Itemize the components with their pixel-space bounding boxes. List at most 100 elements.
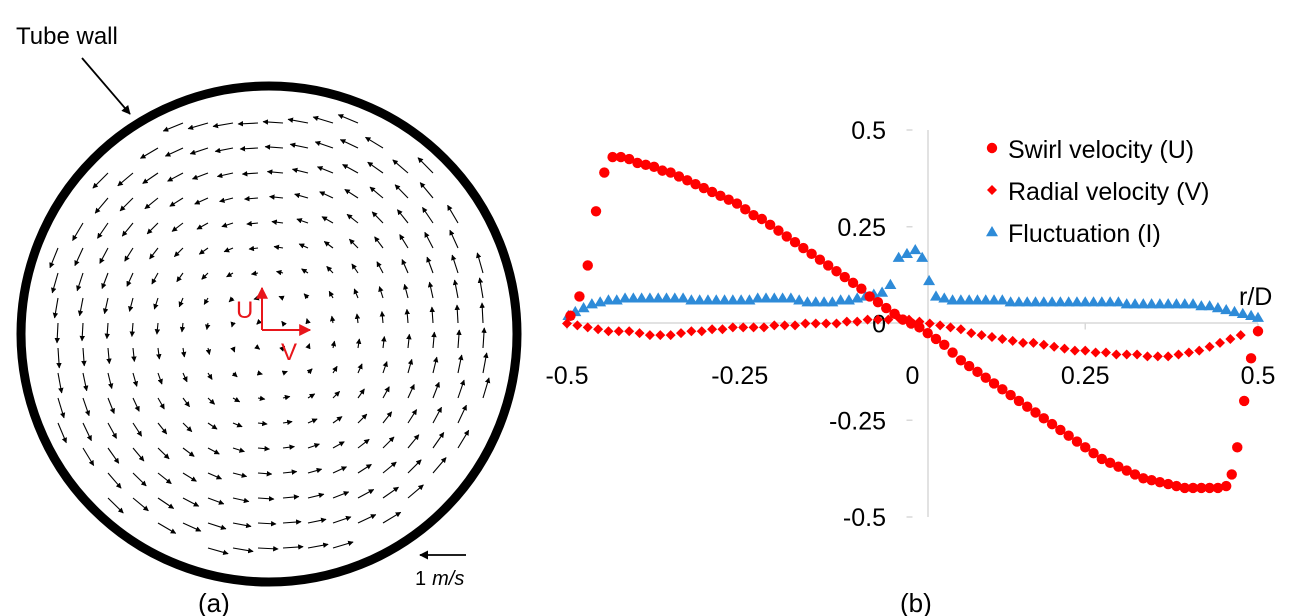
data-point [1029, 296, 1042, 307]
velocity-vector [76, 272, 84, 292]
data-point [996, 294, 1009, 305]
velocity-vector [107, 422, 117, 439]
series-circle [565, 151, 1264, 494]
data-point [1173, 349, 1184, 360]
velocity-vector [232, 396, 241, 403]
velocity-vector [171, 222, 184, 232]
data-point [1204, 341, 1215, 352]
velocity-vector [157, 422, 168, 435]
data-point [1232, 442, 1243, 453]
velocity-vector [403, 283, 409, 299]
chart-b: -0.5 -0.25 0 0.25 0.5 0.5 0.25 0 -0.25 -0.5 r/D S… [545, 117, 1275, 532]
velocity-vector [382, 361, 388, 374]
velocity-vector [374, 236, 384, 249]
x-tick-label: -0.5 [545, 362, 588, 390]
velocity-vector [376, 261, 384, 274]
velocity-vector [382, 411, 393, 424]
velocity-vector [207, 522, 227, 530]
velocity-vector [351, 263, 359, 274]
velocity-vector [142, 172, 159, 184]
velocity-vector [281, 320, 287, 327]
data-point [1038, 339, 1049, 350]
data-point [565, 310, 576, 321]
data-point [652, 292, 665, 303]
data-point [676, 328, 687, 339]
data-point [809, 296, 822, 307]
data-point [810, 318, 821, 329]
data-point [1212, 482, 1224, 494]
velocity-vector [248, 245, 259, 252]
data-point [800, 318, 811, 329]
velocity-vector [407, 409, 418, 424]
data-point [955, 355, 967, 366]
data-point [1104, 296, 1117, 307]
velocity-vector [326, 266, 334, 274]
velocity-vector [99, 247, 109, 264]
data-point [1132, 349, 1143, 360]
data-point [769, 320, 780, 331]
data-point [839, 271, 850, 283]
data-point [718, 294, 731, 305]
data-point [1013, 395, 1025, 407]
velocity-vector [164, 147, 184, 157]
data-point [640, 159, 651, 171]
velocity-vector [250, 270, 259, 277]
data-point [1054, 296, 1067, 307]
velocity-vector [399, 234, 409, 249]
data-point [1137, 298, 1150, 309]
velocity-vector [422, 206, 434, 224]
velocity-vector [291, 167, 309, 174]
data-point [997, 384, 1008, 395]
velocity-vector [107, 447, 120, 464]
velocity-vector [157, 397, 165, 410]
velocity-vector [257, 546, 279, 552]
caption-a: (a) [198, 588, 230, 616]
data-point [715, 190, 726, 201]
data-point [1129, 469, 1141, 480]
velocity-vector [381, 336, 387, 349]
velocity-vector [94, 197, 109, 214]
x-tick-label: 0.25 [1061, 362, 1110, 390]
velocity-vector [431, 331, 437, 349]
data-point [706, 186, 718, 198]
data-point [1228, 305, 1241, 317]
velocity-vector [262, 119, 284, 125]
velocity-vector [149, 247, 159, 260]
tick-labels: -0.5 -0.25 0 0.25 0.5 0.5 0.25 0 -0.25 -0.5 [545, 117, 1275, 532]
data-point [935, 320, 946, 331]
velocity-vector [382, 511, 402, 524]
data-point [1170, 298, 1183, 309]
data-point [1095, 296, 1108, 307]
velocity-vector [187, 122, 209, 130]
velocity-vector [282, 419, 293, 426]
x-axis-label: r/D [1239, 283, 1272, 311]
velocity-vector [451, 254, 459, 274]
velocity-vector [81, 347, 87, 367]
velocity-vector [357, 463, 372, 474]
v-axis-label: V [281, 339, 297, 366]
data-point [881, 302, 892, 314]
data-point [668, 292, 681, 303]
data-point [963, 294, 976, 305]
velocity-vector [182, 422, 193, 432]
velocity-vector [257, 470, 273, 477]
velocity-vector [314, 140, 334, 149]
velocity-vectors [49, 114, 491, 555]
data-point [980, 372, 991, 383]
data-point [677, 292, 690, 303]
velocity-vector [371, 211, 384, 224]
velocity-vector [207, 472, 223, 480]
data-point [726, 294, 739, 305]
data-point [693, 294, 706, 305]
data-point [822, 260, 834, 271]
velocity-vector [119, 197, 134, 212]
data-point [929, 290, 942, 301]
velocity-vector [271, 219, 284, 225]
data-point [603, 326, 614, 337]
velocity-vector [51, 272, 59, 294]
data-point [613, 326, 624, 337]
velocity-vector [337, 114, 359, 124]
legend-label: Radial velocity (V) [1008, 178, 1209, 206]
velocity-vector [129, 322, 136, 337]
velocity-vector [457, 404, 467, 424]
